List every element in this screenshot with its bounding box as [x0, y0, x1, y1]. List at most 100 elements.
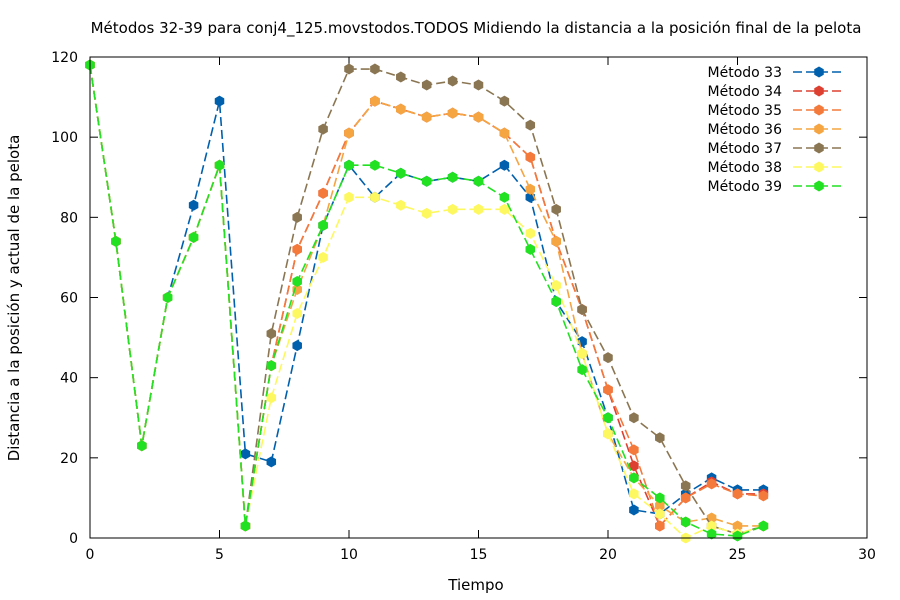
legend-marker: [814, 161, 824, 173]
data-point: [214, 159, 225, 171]
data-point: [447, 75, 458, 87]
data-point: [706, 478, 717, 490]
data-point: [421, 175, 432, 187]
data-point: [680, 516, 691, 528]
data-point: [292, 283, 302, 295]
data-point: [292, 275, 302, 287]
legend-item: Método 38: [708, 160, 845, 176]
data-point: [370, 159, 380, 171]
data-point: [240, 520, 251, 532]
data-point: [551, 235, 561, 247]
data-point: [266, 360, 277, 372]
data-point: [603, 352, 613, 364]
legend-label: Método 33: [708, 65, 782, 81]
data-point: [577, 364, 587, 376]
series-33: [85, 59, 769, 520]
data-point: [344, 159, 354, 171]
series-line: [89, 64, 764, 539]
data-point: [214, 95, 225, 107]
data-point: [499, 159, 510, 171]
legend-label: Método 36: [708, 122, 783, 138]
data-point: [525, 183, 536, 195]
data-point: [499, 191, 510, 203]
data-point: [370, 191, 380, 203]
data-point: [318, 251, 328, 263]
data-point: [603, 384, 613, 396]
data-point: [396, 199, 406, 211]
data-point: [655, 432, 665, 444]
series-line: [89, 64, 764, 535]
chart-title: Métodos 32-39 para conj4_125.movstodos.T…: [91, 19, 862, 38]
data-point: [680, 480, 691, 492]
legend-item: Método 37: [708, 141, 845, 157]
legend-marker: [814, 142, 824, 154]
data-point: [758, 520, 769, 532]
data-point: [603, 412, 613, 424]
series-34: [85, 59, 769, 532]
data-point: [396, 167, 406, 179]
series-39: [85, 59, 769, 542]
y-tick-label: 20: [60, 451, 78, 467]
data-point: [266, 456, 277, 468]
x-tick-label: 20: [599, 547, 617, 563]
plot-area: [85, 59, 769, 544]
series-line: [89, 64, 764, 528]
data-point: [292, 211, 302, 223]
legend-item: Método 35: [708, 103, 845, 119]
data-point: [447, 203, 458, 215]
data-point: [680, 492, 691, 504]
series-line: [89, 64, 764, 515]
data-point: [525, 151, 536, 163]
data-point: [421, 207, 432, 219]
x-tick-label: 25: [729, 547, 747, 563]
legend-label: Método 34: [708, 84, 783, 100]
data-point: [706, 520, 717, 532]
data-point: [396, 71, 406, 83]
data-point: [732, 530, 743, 542]
legend-item: Método 33: [708, 65, 845, 81]
data-point: [603, 428, 613, 440]
x-axis: 0 5 10 15 20 25 30: [86, 57, 876, 563]
data-point: [240, 448, 251, 460]
data-point: [499, 203, 510, 215]
data-point: [473, 79, 484, 91]
data-point: [525, 243, 536, 255]
y-axis-label: Distancia a la posición y actual de la p…: [5, 135, 23, 462]
data-point: [655, 520, 665, 532]
data-point: [266, 392, 277, 404]
legend-label: Método 35: [708, 103, 782, 119]
data-point: [629, 504, 639, 516]
data-point: [447, 107, 458, 119]
data-point: [629, 488, 639, 500]
data-point: [655, 500, 665, 512]
x-axis-label: Tiempo: [447, 576, 503, 594]
x-tick-label: 15: [470, 547, 488, 563]
data-point: [318, 123, 328, 135]
data-point: [629, 460, 639, 472]
y-tick-label: 100: [51, 130, 78, 146]
y-tick-label: 80: [60, 210, 78, 226]
data-point: [318, 219, 328, 231]
series-37: [85, 59, 769, 540]
data-point: [551, 203, 561, 215]
series-line: [89, 64, 764, 537]
series-line: [89, 64, 764, 527]
data-point: [629, 444, 639, 456]
data-point: [396, 103, 406, 115]
plot-frame: [89, 56, 868, 539]
series-38: [85, 59, 769, 544]
data-point: [473, 203, 484, 215]
y-tick-label: 60: [60, 291, 78, 307]
x-tick-label: 0: [86, 547, 95, 563]
data-point: [266, 328, 277, 340]
data-point: [370, 63, 380, 75]
data-point: [137, 440, 147, 452]
data-point: [499, 95, 510, 107]
data-point: [577, 304, 587, 316]
data-point: [344, 63, 354, 75]
data-point: [111, 235, 121, 247]
data-point: [655, 492, 665, 504]
data-point: [473, 111, 484, 123]
data-point: [499, 127, 510, 139]
